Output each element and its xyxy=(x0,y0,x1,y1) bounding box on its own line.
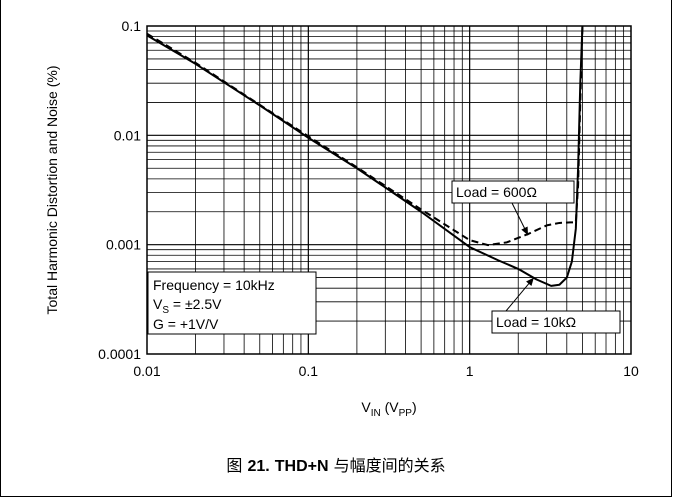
y-axis-label: Total Harmonic Distortion and Noise (%) xyxy=(44,66,60,315)
annotation-600ohm-background xyxy=(451,180,575,204)
annotation-10kohm: Load = 10kΩ xyxy=(491,277,621,334)
x-axis-label: VIN (VPP) xyxy=(361,399,416,419)
y-tick-labels: 0.1 0.01 0.001 0.0001 xyxy=(98,18,141,362)
x-tick-label: 0.01 xyxy=(133,363,160,379)
y-tick-label: 0.001 xyxy=(106,237,141,253)
annotation-10kohm-label: Load = 10kΩ xyxy=(496,314,576,330)
y-tick-label: 0.01 xyxy=(114,127,141,143)
caption-bold-text: THD+N xyxy=(274,458,329,475)
conditions-gain: G = +1V/V xyxy=(153,316,219,332)
annotation-600ohm: Load = 600Ω xyxy=(451,180,575,236)
plot-area-border xyxy=(146,25,632,355)
annotation-600ohm-label: Load = 600Ω xyxy=(456,184,537,200)
x-tick-label: 0.1 xyxy=(299,363,319,379)
series-10kohm-line xyxy=(146,25,584,287)
conditions-box: Frequency = 10kHz VS = ±2.5V G = +1V/V xyxy=(147,271,317,335)
conditions-box-background xyxy=(147,271,317,335)
x-tick-label: 1 xyxy=(466,363,474,379)
y-tick-label: 0.1 xyxy=(122,18,142,34)
figure-caption: 图 21. THD+N 与幅度间的关系 xyxy=(0,452,672,476)
annotation-600ohm-arrowhead xyxy=(521,226,529,236)
caption-prefix: 图 xyxy=(226,456,243,475)
x-tick-labels: 0.01 0.1 1 10 xyxy=(133,363,639,379)
annotation-10kohm-background xyxy=(491,310,621,334)
series-lines xyxy=(146,25,584,287)
conditions-supply: VS = ±2.5V xyxy=(153,296,222,316)
caption-figure-number: 21. xyxy=(247,458,270,475)
minor-grid xyxy=(147,26,631,354)
annotation-10kohm-arrowhead xyxy=(526,277,534,286)
conditions-frequency: Frequency = 10kHz xyxy=(153,277,275,293)
y-tick-label: 0.0001 xyxy=(98,346,141,362)
x-tick-label: 10 xyxy=(623,363,639,379)
caption-suffix: 与幅度间的关系 xyxy=(333,456,446,475)
